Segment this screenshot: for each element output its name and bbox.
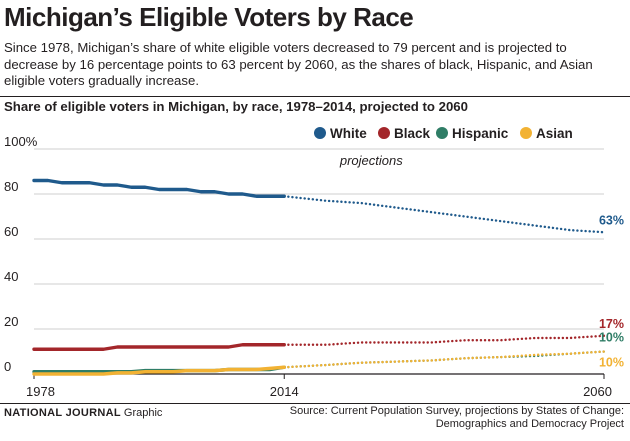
series-lines [32, 178, 606, 376]
end-label-white: 63% [599, 213, 624, 227]
y-tick-label: 40 [4, 269, 18, 284]
legend-swatch-white [314, 127, 326, 139]
y-tick-label: 0 [4, 359, 11, 374]
legend-swatch-black [378, 127, 390, 139]
projections-annotation: projections [339, 153, 403, 168]
projection-line-white [283, 195, 606, 234]
credit-line: NATIONAL JOURNAL Graphic [4, 407, 162, 419]
y-tick-label: 60 [4, 224, 18, 239]
legend-label-white: White [330, 126, 367, 141]
x-tick-label: 2014 [270, 384, 299, 399]
x-tick-label: 1978 [26, 384, 55, 399]
end-label-black: 17% [599, 317, 624, 331]
x-tick-label: 2060 [583, 384, 612, 399]
legend: White Black Hispanic Asian [314, 126, 573, 141]
chart-title: Share of eligible voters in Michigan, by… [4, 99, 468, 114]
legend-swatch-hispanic [436, 127, 448, 139]
end-label-asian: 10% [599, 356, 624, 370]
x-tick-labels: 1978 2014 2060 [26, 374, 612, 399]
series-line-white [32, 178, 286, 198]
dek-text: Since 1978, Michigan’s share of white el… [4, 40, 593, 88]
legend-label-asian: Asian [536, 126, 573, 141]
top-rule [0, 96, 630, 97]
gridlines [34, 148, 604, 375]
brand-name: NATIONAL JOURNAL [4, 407, 121, 419]
y-tick-label: 20 [4, 314, 18, 329]
y-tick-label: 80 [4, 179, 18, 194]
source-note: Source: Current Population Survey, proje… [289, 405, 624, 430]
projection-line-asian [283, 350, 606, 369]
series-line-asian [32, 365, 286, 376]
y-tick-labels: 0 20 40 60 80 100% [4, 134, 38, 374]
projection-line-black [283, 334, 606, 346]
legend-label-black: Black [394, 126, 431, 141]
credit-suffix: Graphic [123, 407, 163, 419]
series-line-black [32, 343, 286, 351]
end-label-hispanic: 10% [599, 331, 624, 345]
end-labels: 63%17%10%10% [599, 213, 624, 369]
legend-swatch-asian [520, 127, 532, 139]
legend-label-hispanic: Hispanic [452, 126, 509, 141]
headline: Michigan’s Eligible Voters by Race [4, 2, 414, 32]
y-tick-label: 100% [4, 134, 38, 149]
bottom-rule [0, 403, 630, 404]
